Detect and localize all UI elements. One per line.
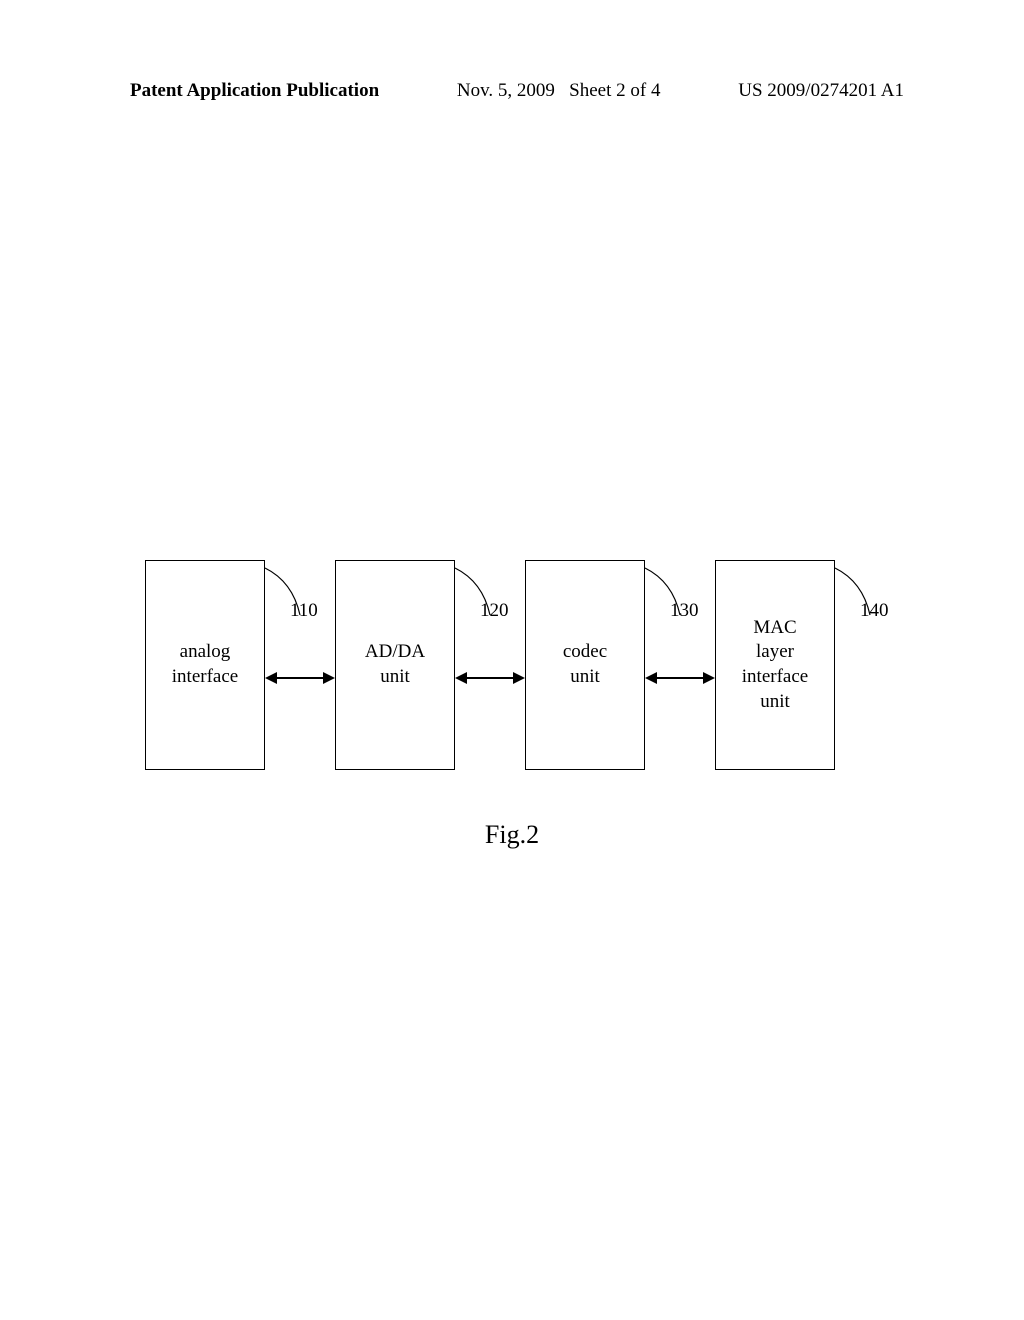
diagram-block: AD/DAunit xyxy=(335,560,455,770)
connector-arrow xyxy=(277,677,323,679)
header-sheet: Sheet 2 of 4 xyxy=(569,80,660,101)
header-right: US 2009/0274201 A1 xyxy=(738,80,904,102)
reference-number: 110 xyxy=(290,600,318,622)
page-header: Patent Application Publication Nov. 5, 2… xyxy=(0,80,1024,102)
connector-arrow xyxy=(657,677,703,679)
reference-number: 130 xyxy=(670,600,699,622)
block-diagram: analoginterface 110 AD/DAunit 120 codecunit 1… xyxy=(145,560,905,780)
arrowhead-right-icon xyxy=(323,672,335,684)
arrowhead-left-icon xyxy=(265,672,277,684)
diagram-block: analoginterface xyxy=(145,560,265,770)
diagram-block: codecunit xyxy=(525,560,645,770)
arrowhead-left-icon xyxy=(645,672,657,684)
arrowhead-left-icon xyxy=(455,672,467,684)
figure-caption: Fig.2 xyxy=(0,820,1024,850)
reference-number: 120 xyxy=(480,600,509,622)
header-center: Nov. 5, 2009 Sheet 2 of 4 xyxy=(457,80,661,102)
header-left: Patent Application Publication xyxy=(130,80,379,102)
reference-number: 140 xyxy=(860,600,889,622)
connector-arrow xyxy=(467,677,513,679)
arrowhead-right-icon xyxy=(513,672,525,684)
header-date: Nov. 5, 2009 xyxy=(457,80,555,101)
diagram-block: MAClayerinterfaceunit xyxy=(715,560,835,770)
arrowhead-right-icon xyxy=(703,672,715,684)
